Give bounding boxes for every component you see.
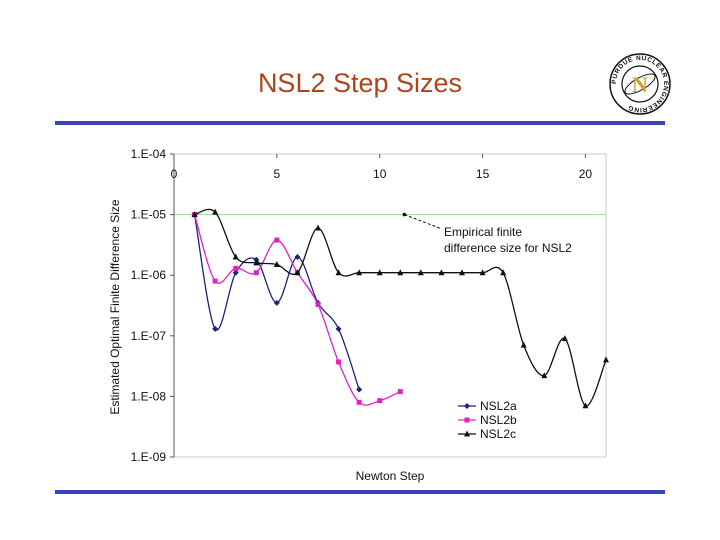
data-point-nsl2c	[438, 269, 445, 276]
x-tick-label: 0	[171, 167, 178, 181]
data-point-nsl2c	[191, 211, 198, 218]
x-tick-label: 5	[274, 167, 281, 181]
legend-marker-nsl2a	[464, 403, 470, 409]
data-point-nsl2b	[253, 270, 259, 276]
data-point-nsl2c	[232, 253, 239, 260]
legend-marker-nsl2c	[464, 430, 470, 437]
y-tick-label: 1.E-06	[131, 268, 167, 282]
data-point-nsl2b	[212, 278, 218, 284]
data-point-nsl2c	[376, 269, 383, 276]
y-tick-label: 1.E-05	[131, 208, 167, 222]
x-tick-label: 10	[373, 167, 387, 181]
x-axis-ticks: 0 5 10 15 20	[171, 154, 593, 181]
data-point-nsl2c	[561, 335, 568, 342]
data-point-nsl2a	[335, 325, 342, 332]
series-layer	[191, 208, 609, 409]
y-tick-label: 1.E-08	[131, 389, 167, 403]
data-point-nsl2a	[294, 253, 301, 260]
data-point-nsl2c	[315, 224, 321, 231]
legend-label-nsl2a: NSL2a	[480, 399, 517, 413]
data-point-nsl2a	[212, 325, 219, 332]
data-point-nsl2c	[500, 269, 507, 276]
annotation-text-line1: Empirical finite	[444, 225, 522, 239]
logo-letter: N	[632, 72, 648, 97]
data-point-nsl2b	[356, 399, 362, 405]
data-point-nsl2b	[377, 398, 383, 404]
plot-area	[173, 153, 607, 458]
data-point-nsl2a	[273, 299, 280, 306]
data-point-nsl2a	[232, 269, 239, 276]
legend-label-nsl2c: NSL2c	[480, 427, 516, 441]
data-point-nsl2c	[335, 269, 342, 276]
legend-label-nsl2b: NSL2b	[480, 413, 517, 427]
data-point-nsl2c	[397, 269, 404, 276]
data-point-nsl2c	[582, 402, 589, 409]
purdue-seal-icon: N PURDUE NUCLEAR ENGINEERING	[609, 53, 671, 115]
data-point-nsl2b	[233, 265, 239, 271]
data-point-nsl2c	[541, 372, 548, 379]
annotation-text-line2: difference size for NSL2	[444, 241, 572, 255]
y-tick-label: 1.E-07	[131, 329, 167, 343]
data-point-nsl2c	[356, 269, 363, 276]
data-point-nsl2c	[294, 269, 301, 276]
series-nsl2c	[191, 208, 609, 409]
slide-title: NSL2 Step Sizes	[257, 68, 463, 98]
data-point-nsl2c	[603, 356, 609, 363]
annotation-leader	[404, 214, 443, 230]
data-point-nsl2b	[336, 359, 342, 365]
annotation-anchor	[402, 212, 407, 217]
data-point-nsl2c	[212, 208, 219, 215]
x-tick-label: 20	[579, 167, 593, 181]
y-tick-label: 1.E-09	[131, 450, 167, 464]
data-point-nsl2c	[273, 261, 280, 268]
data-point-nsl2c	[417, 269, 424, 276]
y-tick-label: 1.E-04	[131, 147, 167, 161]
purdue-nuclear-engineering-logo: N PURDUE NUCLEAR ENGINEERING	[608, 48, 672, 120]
data-point-nsl2b	[274, 237, 280, 243]
x-axis-label: Newton Step	[356, 469, 425, 483]
data-point-nsl2c	[459, 269, 465, 276]
bottom-divider	[55, 490, 665, 494]
top-divider	[55, 121, 665, 125]
annotation-layer: Empirical finite difference size for NSL…	[402, 212, 572, 255]
y-axis-ticks: 1.E-04 1.E-05 1.E-06 1.E-07 1.E-08 1.E-09	[131, 147, 174, 464]
data-point-nsl2c	[253, 259, 260, 266]
data-point-nsl2c	[520, 341, 527, 348]
data-point-nsl2c	[479, 269, 486, 276]
data-point-nsl2b	[397, 389, 403, 395]
x-tick-label: 15	[476, 167, 490, 181]
data-point-nsl2b	[315, 301, 321, 307]
data-point-nsl2a	[356, 386, 363, 393]
legend-marker-nsl2b	[464, 417, 470, 423]
y-axis-label: Estimated Optimal Finite Difference Size	[108, 199, 122, 415]
